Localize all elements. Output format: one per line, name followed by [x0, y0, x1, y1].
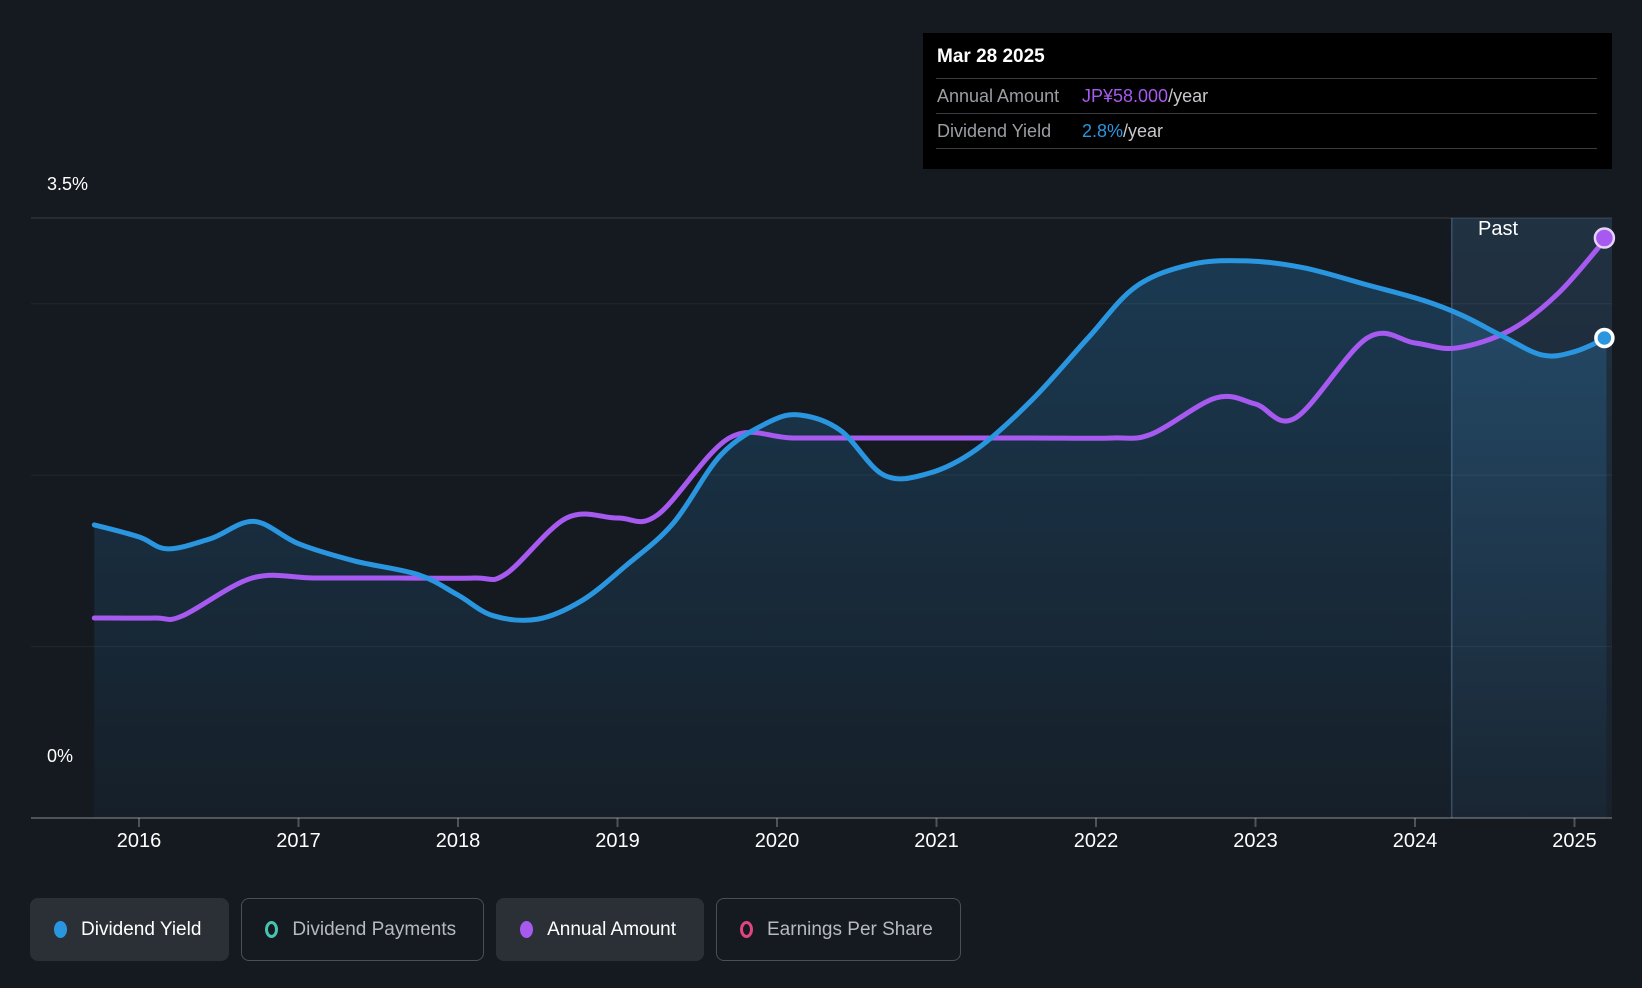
x-axis-label-2018: 2018: [435, 830, 481, 852]
tooltip-row-annual-amount: Annual Amount JP¥58.000/year: [936, 79, 1597, 114]
legend-label: Earnings Per Share: [767, 918, 933, 940]
tooltip-row-dividend-yield: Dividend Yield 2.8%/year: [936, 114, 1597, 149]
x-axis-label-2024: 2024: [1392, 830, 1438, 852]
earnings-per-share-swatch-icon: [740, 921, 753, 938]
annual-amount-line: [91, 235, 1609, 622]
legend-toggle-annual-amount[interactable]: Annual Amount: [496, 898, 704, 961]
legend-toggle-dividend-payments[interactable]: Dividend Payments: [241, 898, 485, 961]
x-axis-label-2021: 2021: [914, 830, 959, 852]
dividend-yield-line: [91, 258, 1609, 623]
tooltip-value: JP¥58.000: [1082, 86, 1169, 106]
legend-label: Annual Amount: [547, 918, 676, 940]
x-axis-label-2019: 2019: [595, 830, 640, 852]
past-region-label: Past: [1478, 218, 1519, 240]
past-region-band: [1451, 218, 1612, 818]
dividend-yield-marker: [1594, 327, 1615, 349]
tooltip-label: Dividend Yield: [937, 121, 1052, 141]
dividend-payments-swatch-icon: [265, 921, 279, 938]
tooltip-date: Mar 28 2025: [936, 33, 1597, 79]
chart-tooltip: Mar 28 2025 Annual Amount JP¥58.000/year…: [923, 33, 1612, 169]
x-axis-label-2023: 2023: [1233, 830, 1278, 852]
x-axis-label-2017: 2017: [276, 830, 321, 852]
dividend-yield-area: [94, 260, 1607, 818]
y-axis-min-label: 0%: [47, 746, 74, 766]
legend-toggle-earnings-per-share[interactable]: Earnings Per Share: [716, 898, 961, 961]
legend-label: Dividend Yield: [81, 918, 202, 940]
tooltip-value: 2.8%: [1082, 121, 1124, 141]
y-axis-max-label: 3.5%: [47, 174, 89, 194]
dividend-yield-swatch-icon: [54, 921, 67, 938]
tooltip-label: Annual Amount: [937, 86, 1060, 106]
chart-legend: Dividend Yield Dividend Payments Annual Am…: [30, 898, 961, 961]
legend-toggle-dividend-yield[interactable]: Dividend Yield: [30, 898, 230, 961]
x-axis-label-2025: 2025: [1552, 830, 1597, 852]
legend-label: Dividend Payments: [292, 918, 457, 940]
x-axis-label-2022: 2022: [1073, 830, 1119, 852]
tooltip-suffix: /year: [1123, 121, 1164, 141]
tooltip-suffix: /year: [1168, 86, 1209, 106]
annual-amount-swatch-icon: [520, 921, 534, 938]
x-axis-label-2016: 2016: [116, 830, 162, 852]
annual-amount-marker: [1593, 227, 1616, 249]
x-axis-label-2020: 2020: [754, 830, 800, 852]
